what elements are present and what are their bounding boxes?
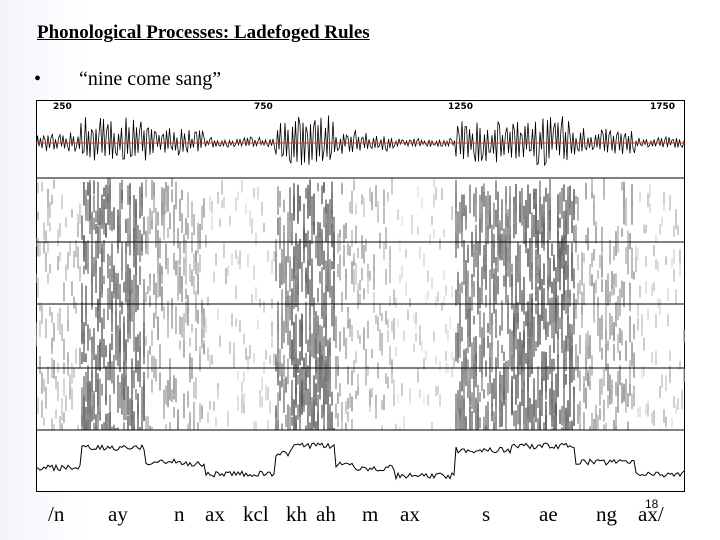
phone-label: ae (539, 502, 558, 526)
spectrogram-panel (36, 178, 685, 430)
time-tick-label: 1250 (448, 102, 474, 112)
phone-label: s (482, 502, 491, 526)
phone-label: ax/ (638, 502, 664, 526)
phone-label: ay (108, 502, 128, 526)
phone-label: kh (286, 502, 307, 526)
speech-figure (36, 100, 685, 492)
phone-label: kcl (243, 502, 269, 526)
phone-label: ax (205, 502, 225, 526)
phone-label: /n (48, 502, 65, 526)
figure-frame (36, 100, 685, 492)
time-tick-label: 750 (254, 102, 273, 112)
bullet-icon: • (34, 68, 42, 90)
waveform-panel (36, 115, 685, 167)
phone-label: ah (316, 502, 336, 526)
slide-number: 18 (645, 497, 659, 511)
time-tick-label: 250 (53, 102, 72, 112)
phone-label: m (362, 502, 379, 526)
slide-title: Phonological Processes: Ladefoged Rules (37, 22, 370, 43)
speech-figure-svg (36, 100, 685, 492)
phone-label: ng (596, 502, 617, 526)
time-tick-label: 1750 (650, 102, 676, 112)
bullet-text: “nine come sang” (79, 68, 222, 90)
energy-contour-panel (36, 442, 685, 481)
phone-label: ax (400, 502, 420, 526)
waveform-trace (36, 115, 685, 167)
phone-label: n (174, 502, 185, 526)
energy-contour (36, 442, 685, 481)
bullet-item: • “nine come sang” (34, 68, 221, 91)
panel-dividers (36, 177, 685, 431)
